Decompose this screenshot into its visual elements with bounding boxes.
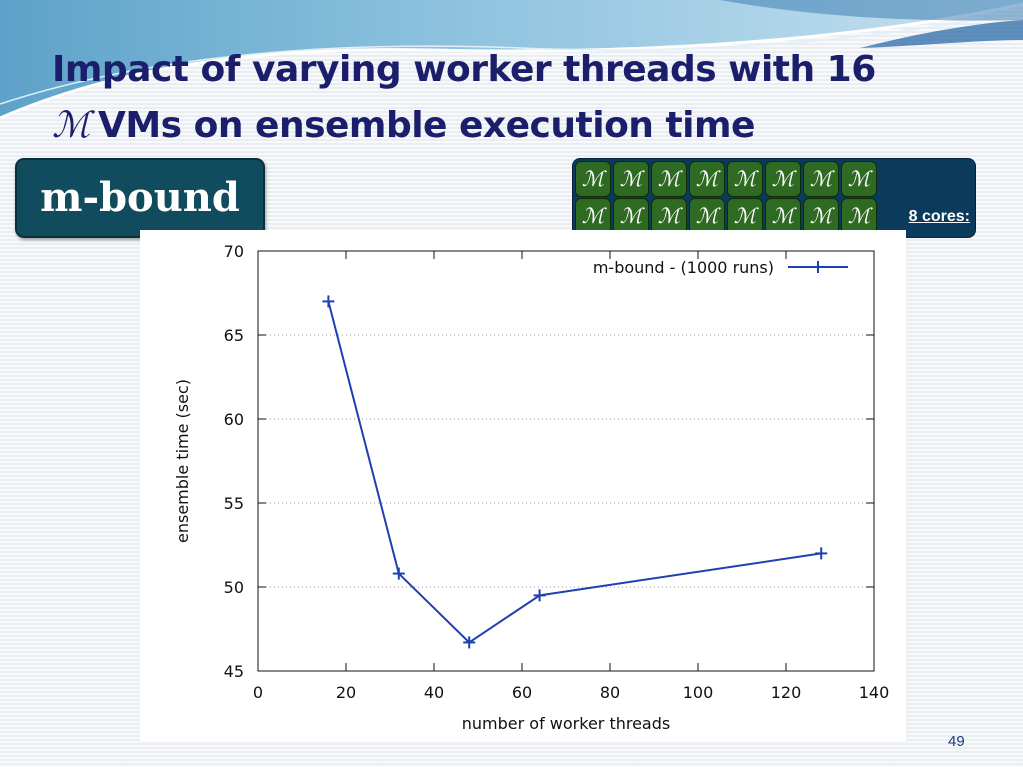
grid-lines: [258, 334, 874, 588]
x-tick-label: 20: [336, 683, 356, 702]
vm-box: ℳ: [803, 198, 839, 234]
vm-box: ℳ: [765, 198, 801, 234]
slide-title: Impact of varying worker threads with 16…: [52, 42, 992, 154]
vm-box: ℳ: [727, 198, 763, 234]
vm-box: ℳ: [613, 161, 649, 197]
data-point-marker: [815, 547, 828, 560]
x-tick-label: 100: [683, 683, 714, 702]
vm-box: ℳ: [651, 198, 687, 234]
series-layer: [322, 295, 828, 649]
vm-box: ℳ: [727, 161, 763, 197]
x-tick-label: 60: [512, 683, 532, 702]
series-line: [327, 301, 822, 644]
m-vm-glyph: ℳ: [52, 105, 91, 146]
plot-frame: [257, 250, 875, 672]
chart-panel: 45 50 55 60 65 70 0 20 40 60 80 100 120 140 m-bound -…: [140, 230, 906, 741]
data-point-marker: [533, 589, 546, 602]
legend-label: m-bound - (1000 runs): [593, 258, 774, 277]
x-tick-label: 80: [600, 683, 620, 702]
vm-box: ℳ: [613, 198, 649, 234]
vm-row-top: ℳ ℳ ℳ ℳ ℳ ℳ ℳ ℳ: [575, 161, 879, 197]
title-line-1: Impact of varying worker threads with 16: [52, 49, 876, 90]
x-axis-title: number of worker threads: [462, 714, 670, 733]
title-line-2: VMs on ensemble execution time: [98, 105, 755, 146]
vm-box: ℳ: [841, 161, 877, 197]
y-tick-label: 70: [224, 242, 244, 261]
cores-label: 8 cores:: [908, 208, 970, 225]
data-point-marker: [463, 636, 476, 649]
m-bound-badge: m-bound: [15, 158, 265, 238]
page-number: 49: [948, 733, 965, 750]
data-point-marker: [392, 567, 405, 580]
y-tick-label: 50: [224, 578, 244, 597]
x-tick-label: 0: [253, 683, 263, 702]
vm-box: ℳ: [803, 161, 839, 197]
vm-box: ℳ: [841, 198, 877, 234]
vm-box: ℳ: [575, 161, 611, 197]
x-tick-label: 140: [859, 683, 890, 702]
y-tick-label: 60: [224, 410, 244, 429]
vm-box: ℳ: [651, 161, 687, 197]
y-axis-title: ensemble time (sec): [173, 379, 192, 543]
vm-box: ℳ: [575, 198, 611, 234]
axis-ticks: 45 50 55 60 65 70 0 20 40 60 80 100 120 140: [224, 242, 890, 702]
header-swoosh-decoration: [0, 0, 1023, 120]
vm-box: ℳ: [765, 161, 801, 197]
vm-row-bottom: ℳ ℳ ℳ ℳ ℳ ℳ ℳ ℳ: [575, 198, 879, 234]
y-tick-label: 55: [224, 494, 244, 513]
y-tick-label: 65: [224, 326, 244, 345]
x-tick-label: 120: [771, 683, 802, 702]
vm-box: ℳ: [689, 198, 725, 234]
data-point-marker: [322, 295, 335, 308]
legend: m-bound - (1000 runs): [593, 258, 848, 277]
x-tick-label: 40: [424, 683, 444, 702]
vm-core-panel: ℳ ℳ ℳ ℳ ℳ ℳ ℳ ℳ ℳ ℳ ℳ ℳ ℳ ℳ ℳ ℳ 8 cores:: [572, 158, 976, 238]
y-tick-label: 45: [224, 662, 244, 681]
vm-box: ℳ: [689, 161, 725, 197]
line-chart: 45 50 55 60 65 70 0 20 40 60 80 100 120 140 m-bound -…: [173, 242, 890, 733]
